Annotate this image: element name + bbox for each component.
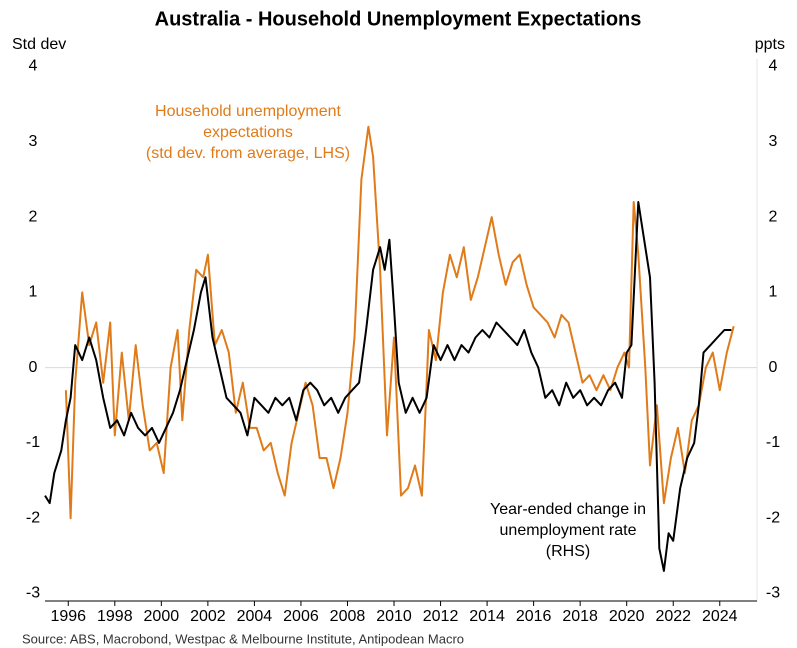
y-tick-label: -3 [26, 585, 40, 602]
series-line [64, 125, 735, 520]
x-tick-label: 2000 [144, 608, 180, 625]
y-axis-label: Std dev [12, 36, 66, 53]
annotation: unemployment rate [500, 522, 637, 539]
x-tick-label: 2024 [702, 608, 738, 625]
annotation: Household unemployment [155, 103, 341, 120]
y2-tick-label: 2 [769, 208, 778, 225]
y-tick-label: 2 [29, 208, 38, 225]
y2-tick-label: -3 [766, 585, 780, 602]
x-tick-label: 2002 [190, 608, 226, 625]
y-tick-label: 4 [29, 58, 38, 75]
source-note: Source: ABS, Macrobond, Westpac & Melbou… [22, 631, 464, 646]
y2-axis-label: ppts [755, 36, 785, 53]
y-tick-label: 1 [29, 284, 38, 301]
x-tick-label: 2008 [330, 608, 366, 625]
x-tick-label: 2016 [516, 608, 552, 625]
y-tick-label: 3 [29, 133, 38, 150]
annotation: expectations [203, 124, 293, 141]
x-tick-label: 2004 [237, 608, 273, 625]
x-tick-label: 1996 [50, 608, 86, 625]
x-tick-label: 2012 [423, 608, 459, 625]
x-tick-label: 2018 [562, 608, 598, 625]
y2-tick-label: 3 [769, 133, 778, 150]
x-tick-label: 2020 [609, 608, 645, 625]
y-tick-label: -1 [26, 434, 40, 451]
x-tick-label: 2006 [283, 608, 319, 625]
x-tick-label: 2014 [469, 608, 505, 625]
x-tick-label: 2022 [655, 608, 691, 625]
chart-title: Australia - Household Unemployment Expec… [155, 8, 642, 30]
annotation: Year-ended change in [490, 501, 646, 518]
x-tick-label: 2010 [376, 608, 412, 625]
y2-tick-label: 4 [769, 58, 778, 75]
series-line [44, 201, 732, 572]
y-tick-label: -2 [26, 509, 40, 526]
y-tick-label: 0 [29, 359, 38, 376]
x-tick-label: 1998 [97, 608, 133, 625]
annotation: (std dev. from average, LHS) [146, 145, 350, 162]
annotation: (RHS) [546, 543, 590, 560]
y2-tick-label: 1 [769, 284, 778, 301]
y2-tick-label: 0 [769, 359, 778, 376]
y2-tick-label: -2 [766, 509, 780, 526]
y2-tick-label: -1 [766, 434, 780, 451]
